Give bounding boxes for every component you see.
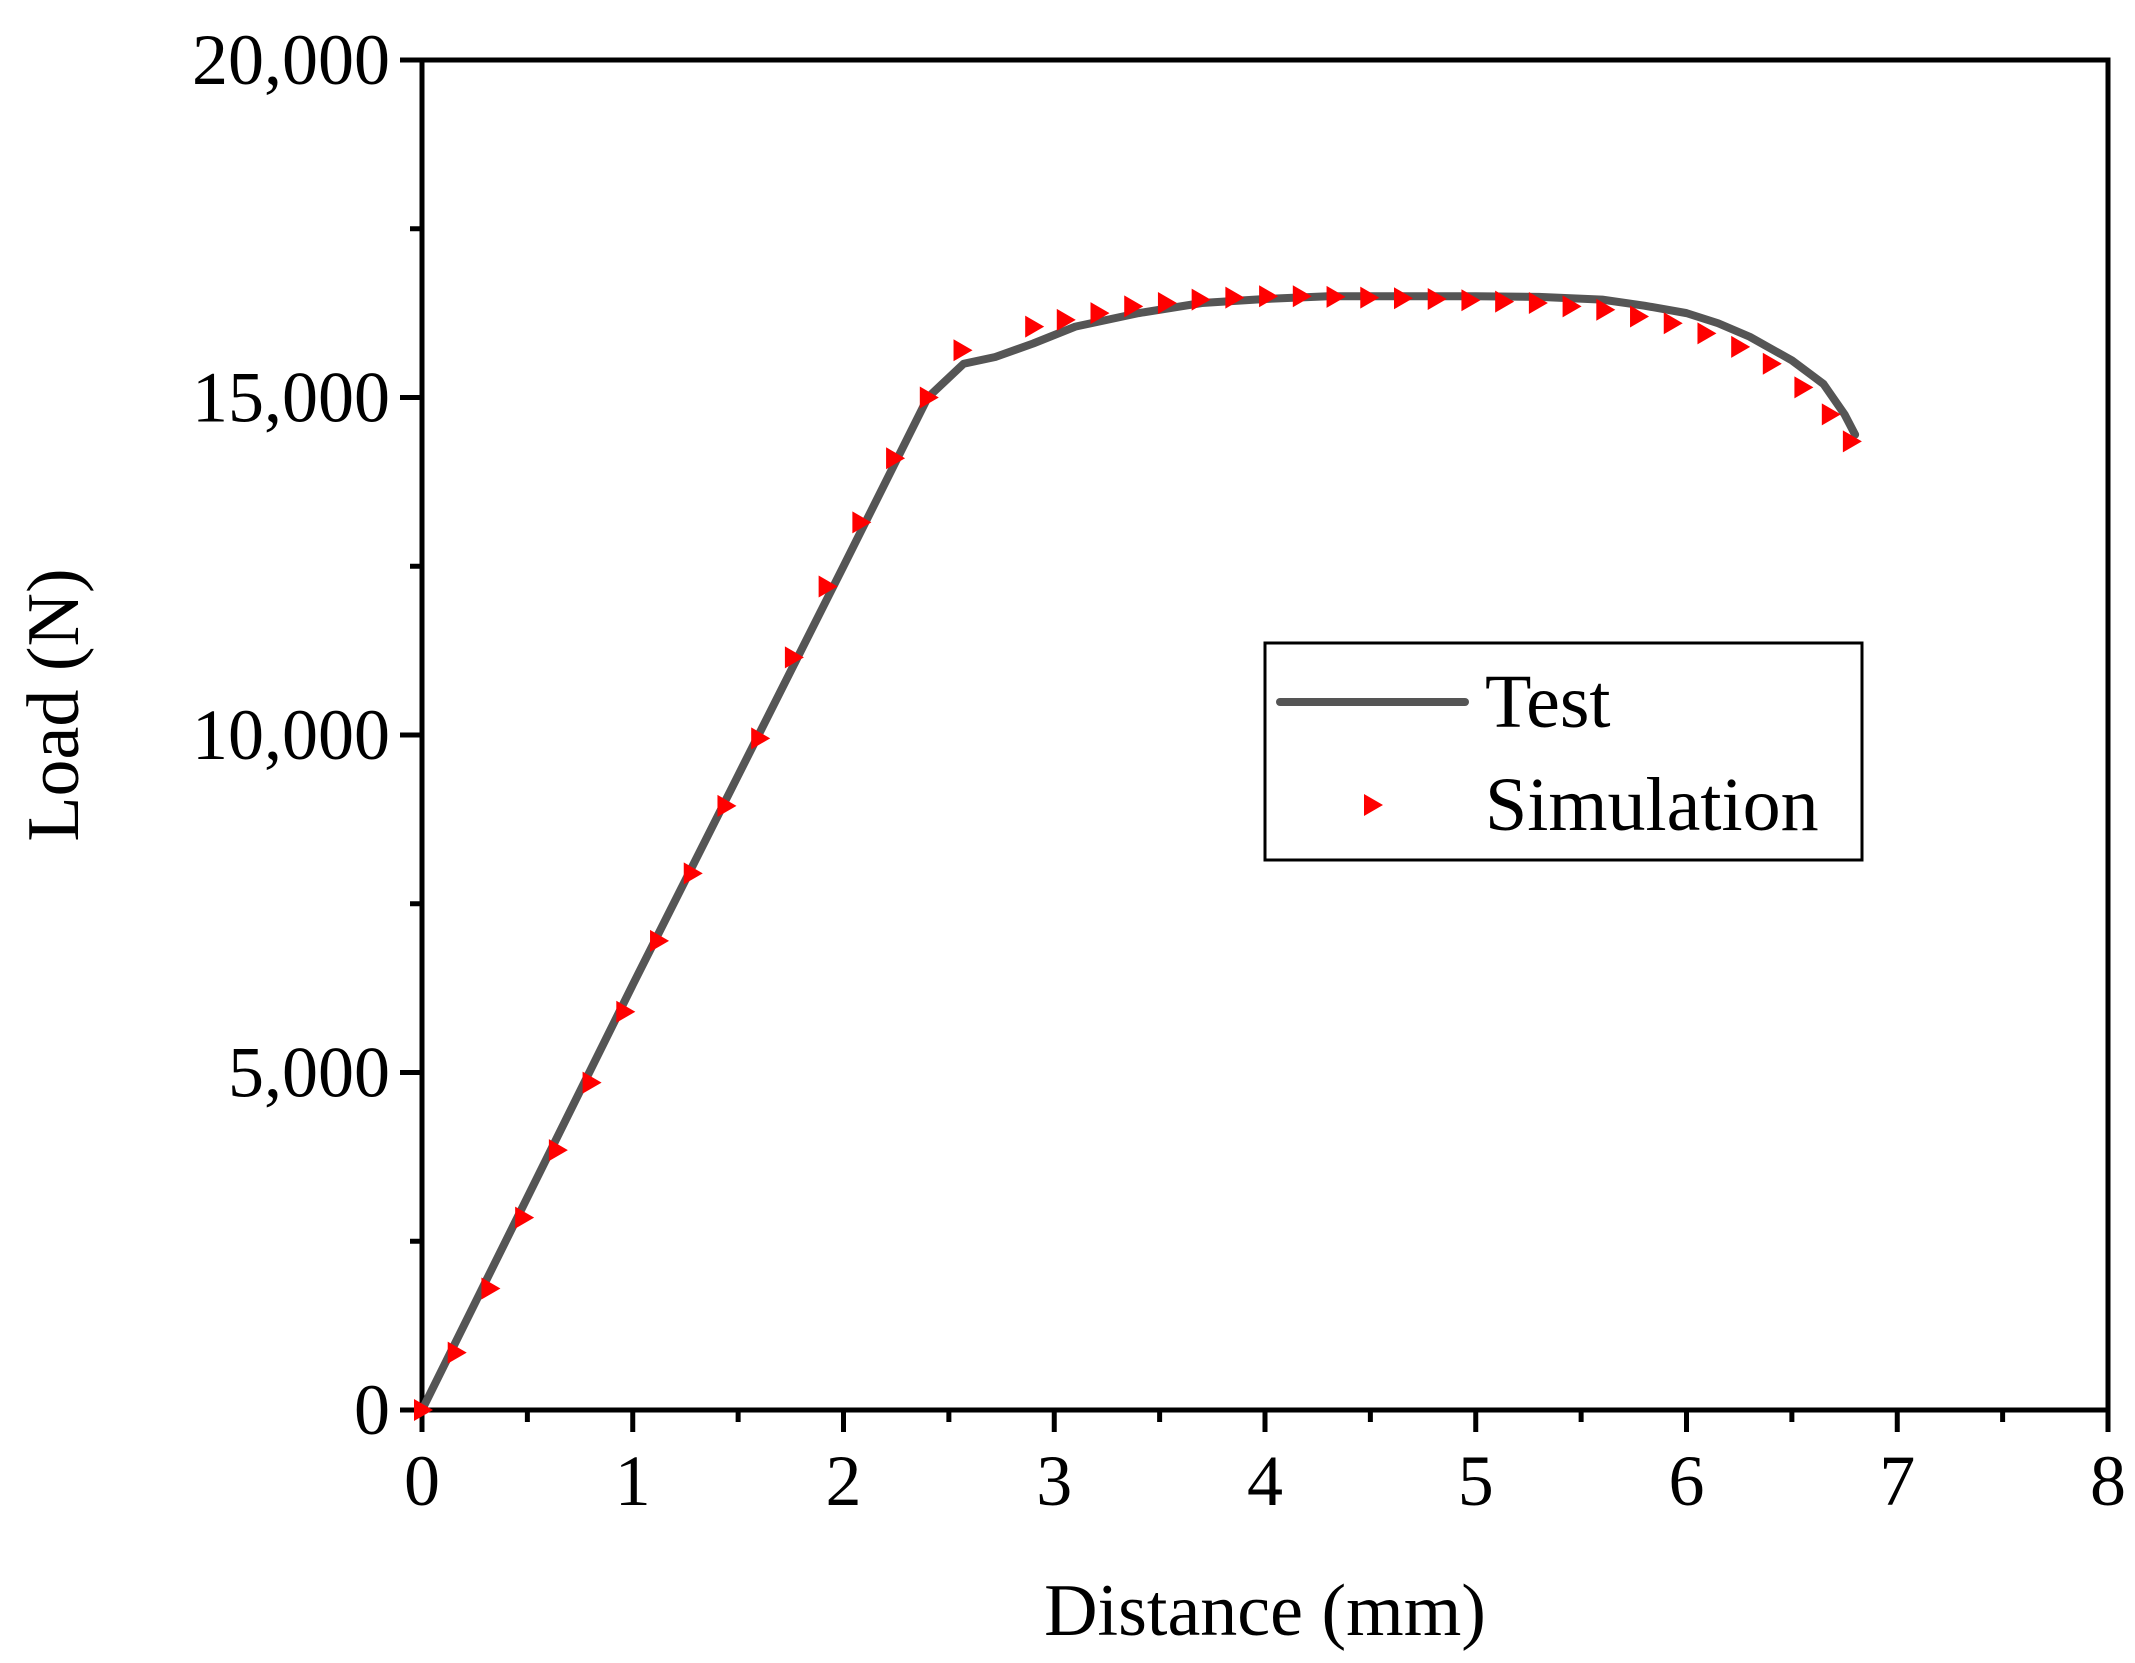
legend-test-label: Test: [1485, 660, 1611, 744]
x-tick-label: 2: [826, 1441, 862, 1521]
simulation-point: [1663, 312, 1683, 335]
simulation-point: [1596, 298, 1616, 321]
simulation-point: [852, 511, 872, 534]
simulation-point: [1124, 295, 1144, 318]
simulation-point: [886, 447, 906, 470]
x-tick-label: 6: [1669, 1441, 1705, 1521]
simulation-point: [1794, 376, 1814, 399]
simulation-point: [751, 727, 771, 750]
simulation-point: [919, 386, 939, 409]
simulation-point: [616, 1000, 636, 1023]
simulation-point: [1731, 335, 1751, 358]
y-tick-label: 5,000: [228, 1033, 390, 1113]
simulation-point: [447, 1341, 467, 1364]
simulation-point: [1360, 286, 1380, 309]
simulation-point: [1630, 305, 1650, 328]
simulation-point: [1157, 292, 1177, 314]
x-tick-label: 1: [615, 1441, 651, 1521]
simulation-point: [481, 1277, 501, 1300]
simulation-point: [1495, 290, 1515, 313]
simulation-point: [1461, 289, 1481, 312]
simulation-point: [1090, 302, 1110, 325]
simulation-point: [1225, 286, 1245, 309]
simulation-point: [1056, 308, 1076, 331]
simulation-point: [1762, 352, 1782, 375]
simulation-point: [582, 1071, 602, 1094]
x-tick-label: 7: [1879, 1441, 1915, 1521]
simulation-point: [414, 1399, 433, 1421]
y-axis-title: Load (N): [13, 568, 95, 841]
simulation-point: [650, 929, 670, 952]
x-tick-label: 8: [2090, 1441, 2126, 1521]
simulation-point: [683, 862, 703, 885]
simulation-point: [784, 646, 804, 669]
simulation-point: [1562, 295, 1582, 318]
simulation-point: [515, 1206, 535, 1229]
y-tick-label: 10,000: [192, 695, 390, 775]
legend-box: [1263, 641, 1864, 862]
legend: Test Simulation: [1263, 641, 1864, 862]
simulation-point: [953, 339, 973, 362]
x-tick-label: 4: [1247, 1441, 1283, 1521]
simulation-point: [1697, 322, 1717, 345]
simulation-point: [1326, 285, 1346, 308]
simulation-point: [1427, 287, 1447, 310]
x-tick-label: 3: [1036, 1441, 1072, 1521]
x-axis-title: Distance (mm): [1044, 1570, 1486, 1652]
series-layer: [414, 285, 1862, 1421]
simulation-point: [1842, 430, 1862, 453]
x-tick-label: 0: [404, 1441, 440, 1521]
y-tick-label: 0: [354, 1370, 390, 1450]
simulation-point: [1393, 287, 1413, 310]
simulation-point: [1259, 285, 1279, 308]
simulation-point: [1528, 292, 1548, 314]
simulation-point: [818, 575, 838, 598]
simulation-point: [1821, 403, 1841, 426]
simulation-point: [1025, 315, 1045, 338]
legend-simulation-label: Simulation: [1485, 763, 1819, 847]
simulation-point: [717, 794, 737, 817]
y-tick-label: 20,000: [192, 20, 390, 100]
ticks-layer: 0 1 2 3 4 5 6 7 8 0 5,000 10,000 15,000 20,000: [192, 20, 2126, 1521]
simulation-point: [548, 1139, 568, 1162]
simulation-point: [1292, 285, 1312, 308]
y-tick-label: 15,000: [192, 358, 390, 438]
legend-simulation-swatch: [1364, 794, 1383, 816]
simulation-point: [1191, 288, 1211, 311]
x-tick-label: 5: [1458, 1441, 1494, 1521]
